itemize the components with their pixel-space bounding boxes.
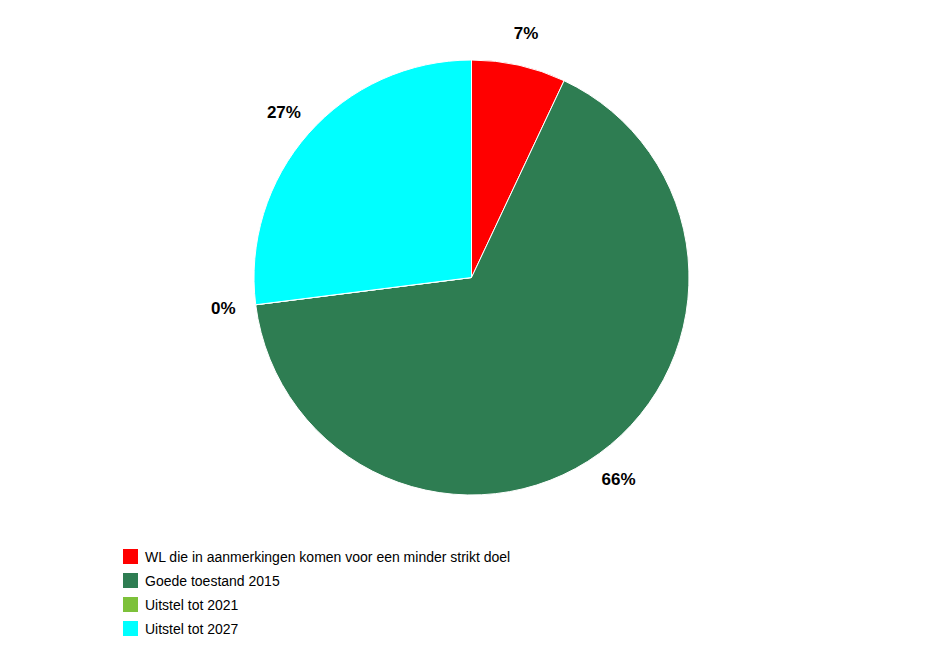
pie-slice [254,60,472,305]
legend-swatch [123,549,138,564]
legend-swatch [123,621,138,636]
legend: WL die in aanmerkingen komen voor een mi… [123,549,510,637]
data-label: 66% [602,470,636,489]
legend-label: Uitstel tot 2021 [145,597,239,613]
data-label: 7% [514,24,539,43]
legend-label: Uitstel tot 2027 [145,621,239,637]
legend-item: WL die in aanmerkingen komen voor een mi… [123,549,510,565]
legend-item: Uitstel tot 2027 [123,621,239,637]
pie [254,60,689,495]
legend-label: Goede toestand 2015 [145,573,280,589]
data-label: 0% [211,299,236,318]
legend-label: WL die in aanmerkingen komen voor een mi… [145,549,510,565]
legend-swatch [123,573,138,588]
legend-item: Goede toestand 2015 [123,573,280,589]
data-labels: 7% 66% 0% 27% [211,24,635,489]
legend-swatch [123,597,138,612]
chart: 7% 66% 0% 27% WL die in aanmerkingen komen v… [0,0,943,651]
legend-item: Uitstel tot 2021 [123,597,239,613]
data-label: 27% [267,103,301,122]
